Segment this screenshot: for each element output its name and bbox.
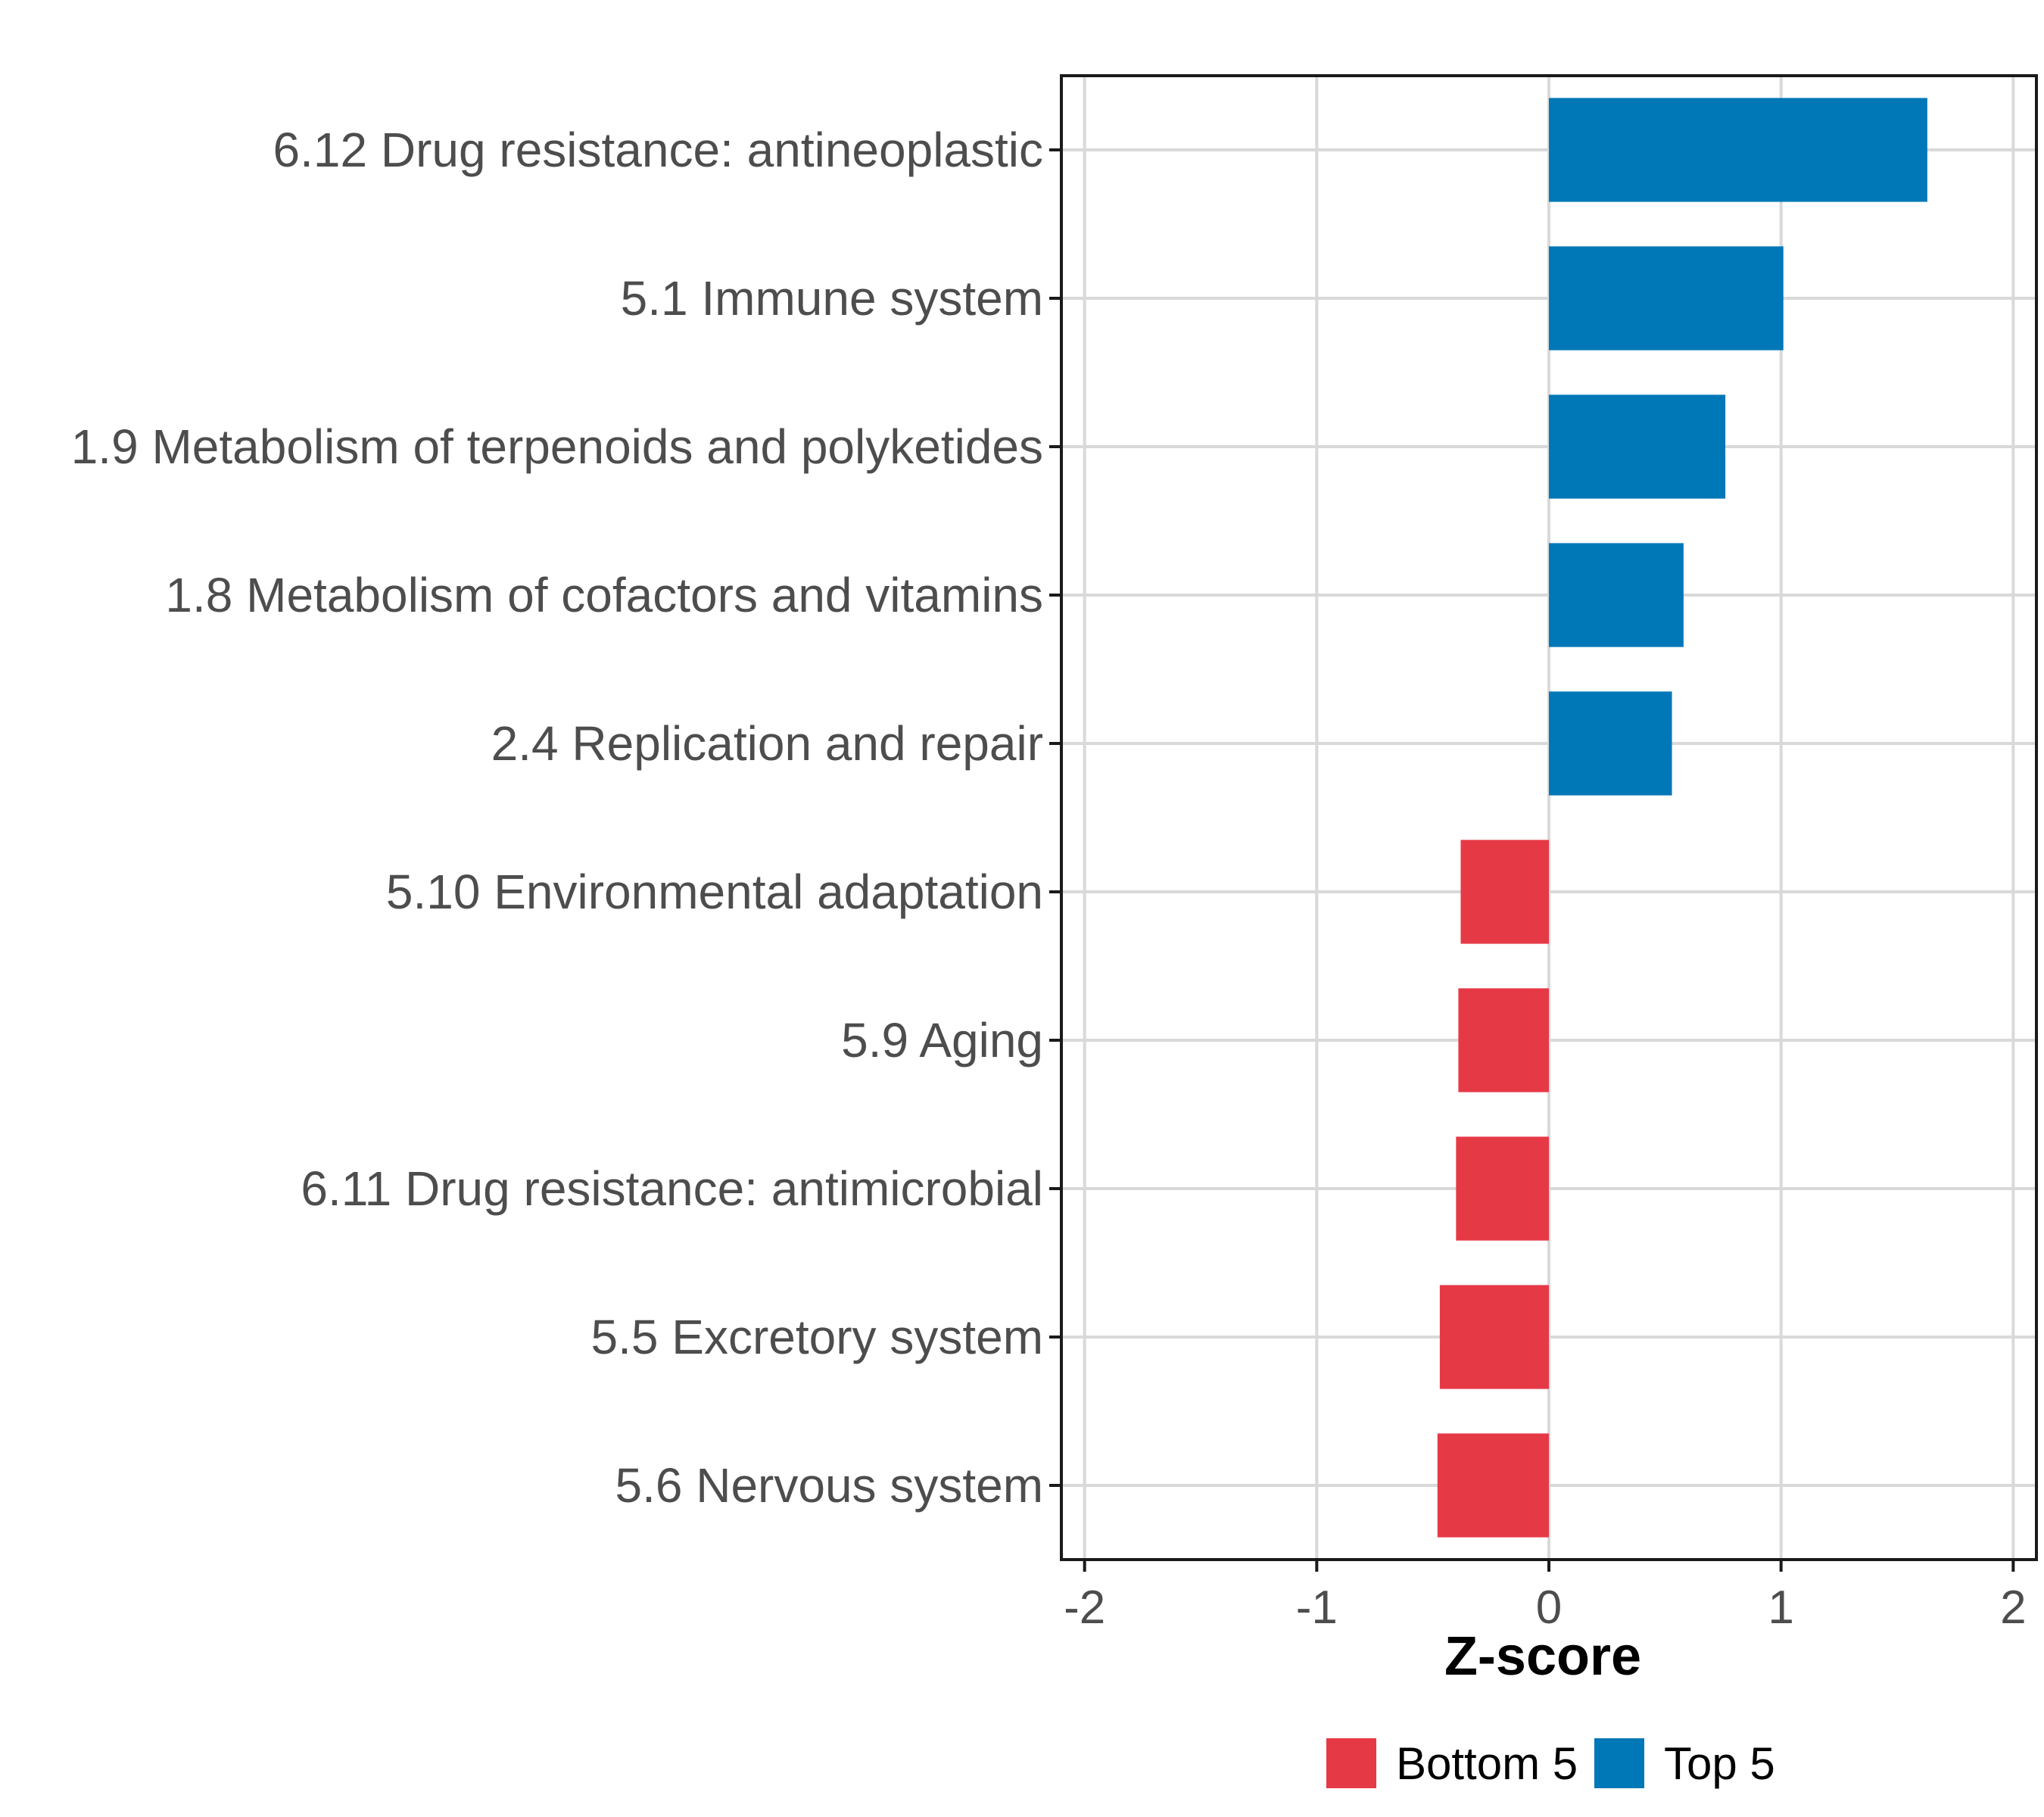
bar xyxy=(1549,543,1684,647)
y-tick-label: 1.8 Metabolism of cofactors and vitamins xyxy=(165,568,1043,622)
y-tick-label: 5.1 Immune system xyxy=(621,271,1043,326)
bar xyxy=(1549,246,1784,351)
legend-swatch xyxy=(1594,1738,1644,1788)
bars xyxy=(1437,98,1927,1538)
y-tick-label: 1.9 Metabolism of terpenoids and polyket… xyxy=(71,419,1043,474)
legend-label: Top 5 xyxy=(1664,1738,1775,1789)
y-tick-label: 5.9 Aging xyxy=(841,1013,1043,1067)
bar xyxy=(1456,1136,1549,1241)
bar xyxy=(1460,840,1549,944)
x-tick-label: 0 xyxy=(1536,1582,1562,1634)
y-tick-label: 2.4 Replication and repair xyxy=(491,716,1043,771)
y-tick-label: 6.12 Drug resistance: antineoplastic xyxy=(273,123,1043,177)
x-tick-label: -2 xyxy=(1064,1582,1105,1634)
bar xyxy=(1439,1285,1549,1389)
y-tick-label: 6.11 Drug resistance: antimicrobial xyxy=(301,1161,1043,1216)
x-axis-title: Z-score xyxy=(1444,1626,1641,1687)
bar xyxy=(1437,1433,1549,1538)
bar xyxy=(1549,691,1672,796)
legend: Bottom 5 Top 5 xyxy=(1326,1738,1775,1789)
x-tick-label: -1 xyxy=(1296,1582,1338,1634)
bar xyxy=(1549,394,1726,499)
x-axis: -2 -1 0 1 2 xyxy=(1064,1560,2027,1634)
x-tick-label: 2 xyxy=(2000,1582,2026,1634)
x-tick-label: 1 xyxy=(1768,1582,1793,1634)
y-tick-label: 5.10 Environmental adaptation xyxy=(386,865,1043,919)
bar xyxy=(1458,988,1549,1092)
bar xyxy=(1549,98,1927,202)
y-tick-label: 5.5 Excretory system xyxy=(591,1310,1044,1364)
y-axis: 6.12 Drug resistance: antineoplastic 5.1 … xyxy=(71,123,1061,1513)
legend-swatch xyxy=(1326,1738,1376,1788)
legend-label: Bottom 5 xyxy=(1396,1738,1578,1789)
y-tick-label: 5.6 Nervous system xyxy=(615,1458,1043,1513)
